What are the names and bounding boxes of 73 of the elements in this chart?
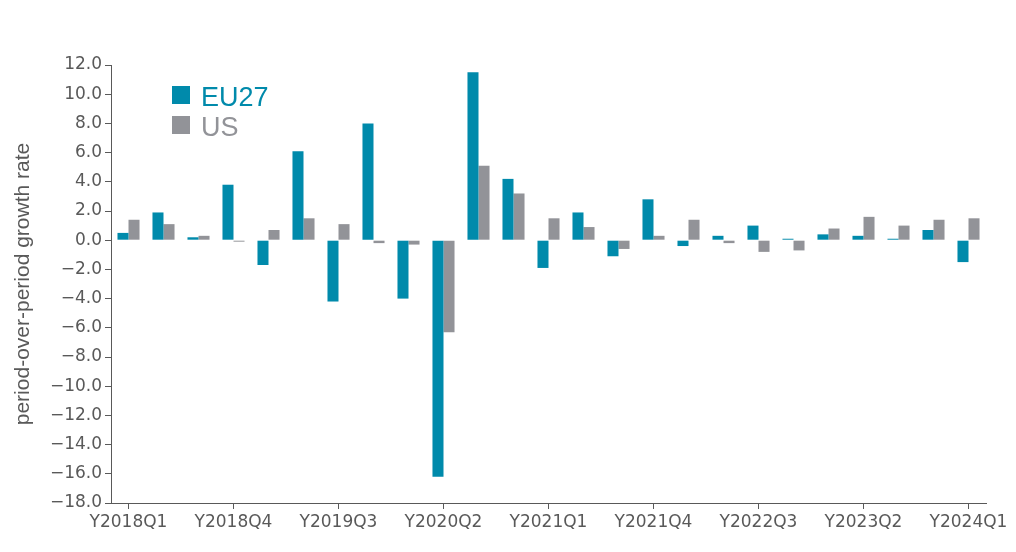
y-tick-label: 12.0 [64, 53, 102, 74]
y-tick-label: 4.0 [74, 170, 102, 191]
bar [198, 235, 210, 240]
bar [128, 219, 140, 240]
bar [677, 240, 689, 247]
y-axis-title: period-over-period growth rate [10, 142, 34, 426]
bar [303, 218, 315, 240]
bar [653, 235, 665, 240]
bar [408, 240, 420, 245]
bar [548, 218, 560, 240]
bar [537, 240, 549, 268]
bar [968, 218, 980, 240]
bar [793, 240, 805, 251]
x-tick-label: Y2021Q4 [613, 510, 693, 531]
bar [187, 237, 199, 240]
y-tick-label: 8.0 [74, 111, 102, 132]
bar [502, 178, 514, 240]
bar [338, 224, 350, 240]
bar [618, 240, 630, 249]
x-tick-label: Y2020Q2 [403, 510, 483, 531]
bar [467, 72, 479, 240]
bar [642, 199, 654, 240]
y-tick-label: 0.0 [74, 228, 102, 249]
bar [957, 240, 969, 263]
bar [222, 184, 234, 240]
y-tick-label: −6.0 [60, 316, 102, 337]
bar [362, 123, 374, 240]
bar [688, 219, 700, 240]
bar [607, 240, 619, 257]
bar [933, 219, 945, 240]
y-tick-label: −8.0 [60, 345, 102, 366]
y-tick-label: −2.0 [60, 257, 102, 278]
bar [163, 224, 175, 240]
x-tick-label: Y2019Q3 [298, 510, 378, 531]
bar [443, 240, 455, 333]
bar [758, 240, 770, 252]
y-tick-label: 2.0 [74, 199, 102, 220]
x-tick-label: Y2022Q3 [718, 510, 798, 531]
x-tick-label: Y2024Q1 [928, 510, 1008, 531]
bar [898, 225, 910, 240]
legend-label: US [201, 112, 239, 142]
bar [572, 212, 584, 240]
bar [268, 229, 280, 240]
y-tick-label: 10.0 [64, 82, 102, 103]
x-tick-label: Y2021Q1 [508, 510, 588, 531]
bar [922, 229, 934, 240]
bar [863, 216, 875, 240]
y-tick-label: −4.0 [60, 287, 102, 308]
x-tick-label: Y2023Q2 [823, 510, 903, 531]
bar [292, 151, 304, 240]
bar [583, 227, 595, 240]
y-tick-label: −16.0 [49, 462, 102, 483]
x-tick-label: Y2018Q1 [88, 510, 168, 531]
bar [397, 240, 409, 299]
bar [747, 225, 759, 240]
bar [257, 240, 269, 266]
y-tick-label: −14.0 [49, 433, 102, 454]
bar [478, 165, 490, 240]
x-tick-label: Y2018Q4 [193, 510, 273, 531]
bar [817, 234, 829, 240]
bar [327, 240, 339, 302]
bar [432, 240, 444, 477]
bar [117, 232, 129, 240]
y-tick-label: −12.0 [49, 403, 102, 424]
y-tick-label: −10.0 [49, 374, 102, 395]
legend-label: EU27 [201, 82, 269, 112]
bar [828, 228, 840, 240]
y-tick-label: −18.0 [49, 491, 102, 512]
bar [152, 212, 164, 240]
bar [852, 235, 864, 240]
y-tick-label: 6.0 [74, 141, 102, 162]
bar [513, 193, 525, 240]
bar [712, 235, 724, 240]
